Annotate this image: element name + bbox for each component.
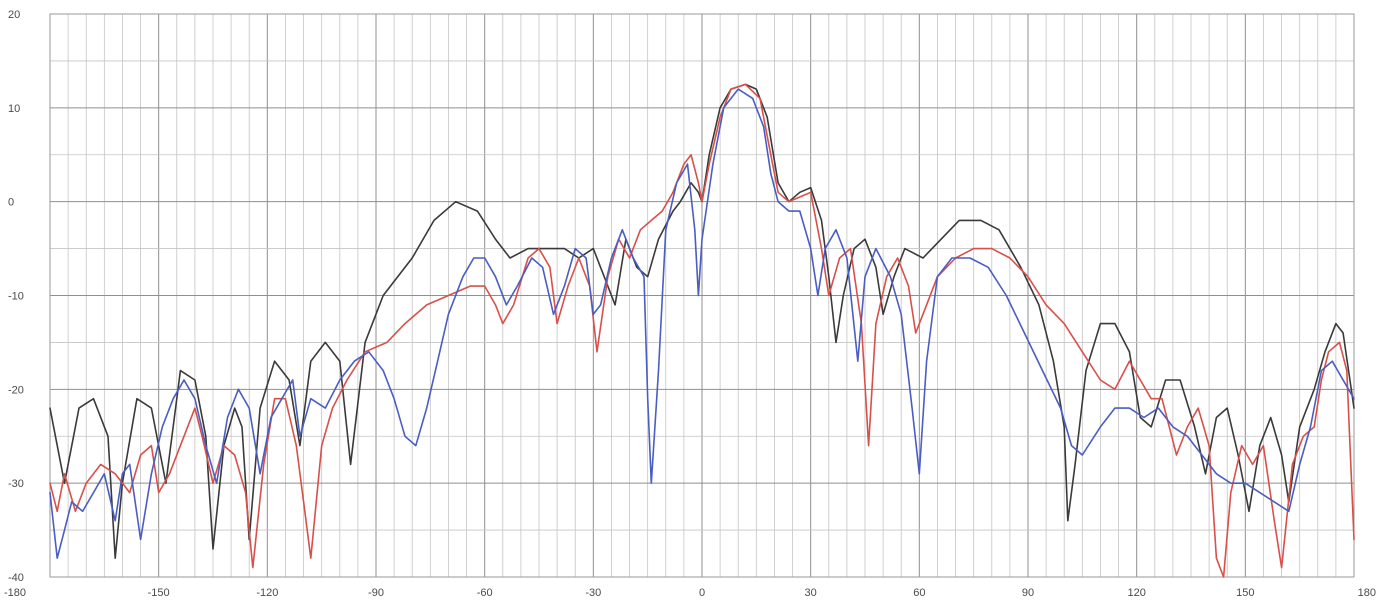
x-tick-label: 30 (805, 587, 817, 599)
series-line-2 (49, 83, 1355, 578)
x-tick-label: 120 (1127, 587, 1145, 599)
x-axis-tick-labels: -180 -150 -120 -90 -60 -30 0 30 60 90 120 150 180 (4, 587, 1376, 599)
series-layer (49, 83, 1355, 578)
series-line-3 (49, 88, 1355, 559)
y-tick-label: 0 (8, 197, 14, 209)
y-axis-tick-labels: 20 10 0 -10 -20 -30 -40 (8, 9, 24, 584)
x-tick-label: -150 (148, 587, 170, 599)
y-tick-label: -20 (8, 384, 24, 396)
x-tick-label: 90 (1022, 587, 1034, 599)
x-tick-label: 0 (699, 587, 705, 599)
x-tick-label: -90 (368, 587, 384, 599)
y-tick-label: 10 (8, 103, 20, 115)
grid-lines (49, 13, 1355, 578)
plot-frame (49, 13, 1355, 578)
y-tick-label: -10 (8, 291, 24, 303)
x-tick-label: -180 (4, 587, 26, 599)
x-tick-label: 180 (1358, 587, 1376, 599)
x-tick-label: -60 (477, 587, 493, 599)
x-tick-label: -30 (585, 587, 601, 599)
x-tick-label: 150 (1236, 587, 1254, 599)
y-tick-label: -40 (8, 572, 24, 584)
y-tick-label: 20 (8, 9, 20, 21)
y-tick-label: -30 (8, 478, 24, 490)
x-tick-label: -120 (256, 587, 278, 599)
x-tick-label: 60 (913, 587, 925, 599)
